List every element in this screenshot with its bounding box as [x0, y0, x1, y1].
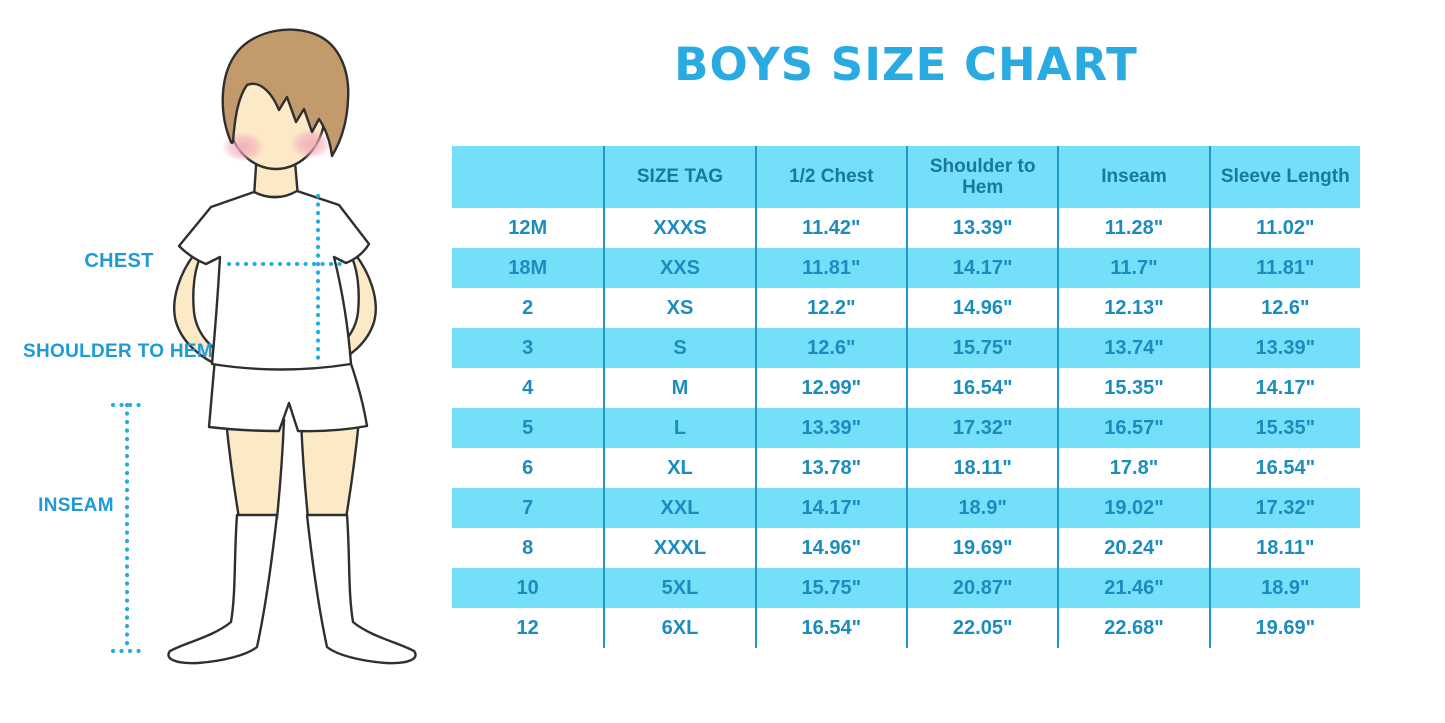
table-cell: XL: [603, 448, 754, 488]
table-cell: 16.54": [905, 368, 1057, 408]
table-row: 18M XXS 11.81" 14.17" 11.7" 11.81": [452, 248, 1360, 288]
table-cell: 15.75": [905, 328, 1057, 368]
table-cell: 20.24": [1057, 528, 1208, 568]
table-cell: L: [603, 408, 754, 448]
table-row: 12 6XL 16.54" 22.05" 22.68" 19.69": [452, 608, 1360, 648]
table-cell: 17.32": [1208, 488, 1360, 528]
table-cell: 13.39": [1208, 328, 1360, 368]
table-row: 5 L 13.39" 17.32" 16.57" 15.35": [452, 408, 1360, 448]
size-chart-table: SIZE TAG 1/2 Chest Shoulder to Hem Inseam Sl…: [452, 146, 1360, 648]
table-row: 4 M 12.99" 16.54" 15.35" 14.17": [452, 368, 1360, 408]
table-cell: 16.54": [1208, 448, 1360, 488]
table-row: 6 XL 13.78" 18.11" 17.8" 16.54": [452, 448, 1360, 488]
table-cell: 7: [522, 496, 534, 519]
table-cell: 3: [522, 336, 534, 359]
table-cell: 11.02": [1208, 208, 1360, 248]
table-cell: M: [603, 368, 754, 408]
table-cell: 5: [522, 416, 534, 439]
boy-tshirt: [177, 189, 371, 371]
boy-right-leg: [299, 418, 361, 520]
measure-label-chest: CHEST: [84, 250, 154, 272]
table-cell: 17.32": [905, 408, 1057, 448]
table-cell: 11.81": [1208, 248, 1360, 288]
table-cell: 14.96": [754, 528, 906, 568]
measure-label-inseam: INSEAM: [38, 495, 114, 516]
table-cell: 14.17": [1208, 368, 1360, 408]
table-cell: 22.05": [905, 608, 1057, 648]
table-cell: 4: [522, 376, 534, 399]
table-cell: 12: [516, 616, 539, 639]
table-cell: 18.9": [905, 488, 1057, 528]
boy-hair: [221, 28, 350, 158]
table-cell: 12.99": [754, 368, 906, 408]
table-cell: 14.96": [905, 288, 1057, 328]
table-cell: 16.57": [1057, 408, 1208, 448]
page-title: BOYS SIZE CHART: [674, 38, 1138, 91]
boy-shorts: [207, 356, 369, 433]
table-row: 8 XXXL 14.96" 19.69" 20.24" 18.11": [452, 528, 1360, 568]
table-cell: 15.75": [754, 568, 906, 608]
table-cell: 11.28": [1057, 208, 1208, 248]
table-cell: 11.42": [754, 208, 906, 248]
table-cell: 18M: [508, 256, 548, 279]
table-row: 3 S 12.6" 15.75" 13.74" 13.39": [452, 328, 1360, 368]
table-row: 2 XS 12.2" 14.96" 12.13" 12.6": [452, 288, 1360, 328]
table-cell: 19.02": [1057, 488, 1208, 528]
table-cell: 12.13": [1057, 288, 1208, 328]
table-cell: 12.6": [1208, 288, 1360, 328]
table-cell: 21.46": [1057, 568, 1208, 608]
table-cell: 10: [516, 576, 539, 599]
table-cell: 13.74": [1057, 328, 1208, 368]
table-cell: 6XL: [603, 608, 754, 648]
table-row: 10 5XL 15.75" 20.87" 21.46" 18.9": [452, 568, 1360, 608]
boy-left-leg: [224, 418, 286, 520]
table-cell: 17.8": [1057, 448, 1208, 488]
table-header-cell: Inseam: [1057, 146, 1208, 208]
table-cell: 13.39": [905, 208, 1057, 248]
table-cell: 15.35": [1057, 368, 1208, 408]
table-header-cell: 1/2 Chest: [754, 146, 906, 208]
table-cell: 15.35": [1208, 408, 1360, 448]
table-row: 7 XXL 14.17" 18.9" 19.02" 17.32": [452, 488, 1360, 528]
table-cell: XS: [603, 288, 754, 328]
table-cell: XXXL: [603, 528, 754, 568]
table-cell: 20.87": [905, 568, 1057, 608]
table-cell: 14.17": [905, 248, 1057, 288]
table-cell: XXXS: [603, 208, 754, 248]
table-header-cell: Sleeve Length: [1208, 146, 1360, 208]
boy-illustration: [110, 28, 417, 665]
table-cell: 19.69": [1208, 608, 1360, 648]
table-cell: 11.7": [1057, 248, 1208, 288]
table-cell: 13.39": [754, 408, 906, 448]
table-cell: XXL: [603, 488, 754, 528]
table-cell: 14.17": [754, 488, 906, 528]
boy-right-sock: [305, 513, 417, 665]
table-cell: 12M: [508, 216, 548, 239]
table-cell: 8: [522, 536, 534, 559]
table-row: 12M XXXS 11.42" 13.39" 11.28" 11.02": [452, 208, 1360, 248]
table-cell: 5XL: [603, 568, 754, 608]
table-cell: S: [603, 328, 754, 368]
table-cell: 18.9": [1208, 568, 1360, 608]
table-cell: 12.2": [754, 288, 906, 328]
table-header-cell: SIZE TAG: [603, 146, 754, 208]
table-header-cell: Shoulder to Hem: [905, 146, 1057, 208]
table-cell: 11.81": [754, 248, 906, 288]
boy-blush-right: [290, 129, 332, 159]
table-header-row: SIZE TAG 1/2 Chest Shoulder to Hem Inseam Sl…: [452, 146, 1360, 208]
table-cell: XXS: [603, 248, 754, 288]
boy-left-sock: [167, 513, 279, 665]
table-cell: 16.54": [754, 608, 906, 648]
table-cell: 13.78": [754, 448, 906, 488]
table-cell: 18.11": [905, 448, 1057, 488]
table-cell: 12.6": [754, 328, 906, 368]
table-cell: 18.11": [1208, 528, 1360, 568]
measure-label-shoulder-to-hem: SHOULDER TO HEM: [23, 341, 213, 362]
table-header-cell: [452, 146, 603, 208]
table-cell: 6: [522, 456, 534, 479]
table-cell: 22.68": [1057, 608, 1208, 648]
table-cell: 19.69": [905, 528, 1057, 568]
table-cell: 2: [522, 296, 534, 319]
